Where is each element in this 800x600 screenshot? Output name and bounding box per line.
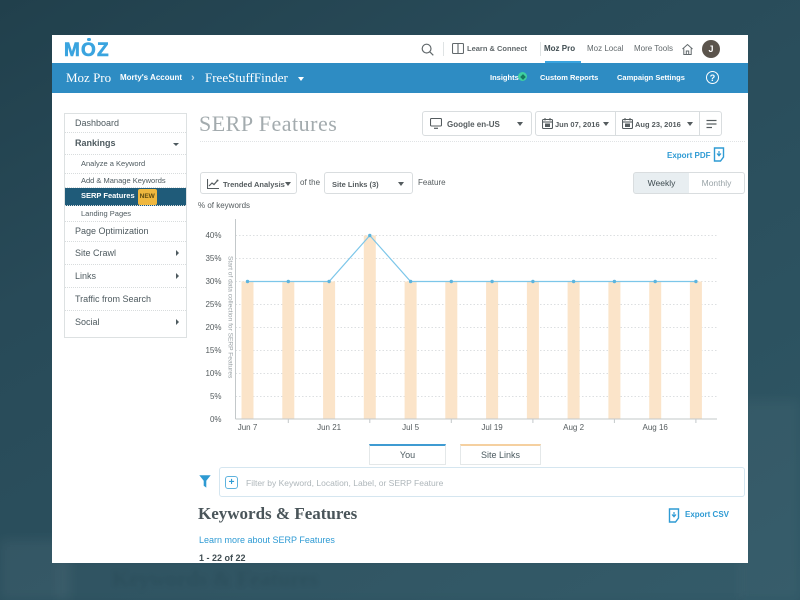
svg-text:25%: 25% <box>205 300 221 309</box>
svg-text:Aug 2: Aug 2 <box>563 423 584 432</box>
svg-text:0%: 0% <box>210 415 222 424</box>
svg-text:15%: 15% <box>205 346 221 355</box>
svg-text:40%: 40% <box>205 231 221 240</box>
svg-text:5%: 5% <box>210 392 222 401</box>
svg-text:35%: 35% <box>205 254 221 263</box>
svg-text:10%: 10% <box>205 369 221 378</box>
svg-text:20%: 20% <box>205 323 221 332</box>
svg-text:30%: 30% <box>205 277 221 286</box>
svg-text:Jun 7: Jun 7 <box>238 423 258 432</box>
svg-text:Jul 5: Jul 5 <box>402 423 419 432</box>
svg-text:Start of data collection for S: Start of data collection for SERP Featur… <box>227 256 234 379</box>
svg-text:Jun 21: Jun 21 <box>317 423 342 432</box>
svg-text:Aug 16: Aug 16 <box>643 423 669 432</box>
svg-text:Jul 19: Jul 19 <box>481 423 503 432</box>
